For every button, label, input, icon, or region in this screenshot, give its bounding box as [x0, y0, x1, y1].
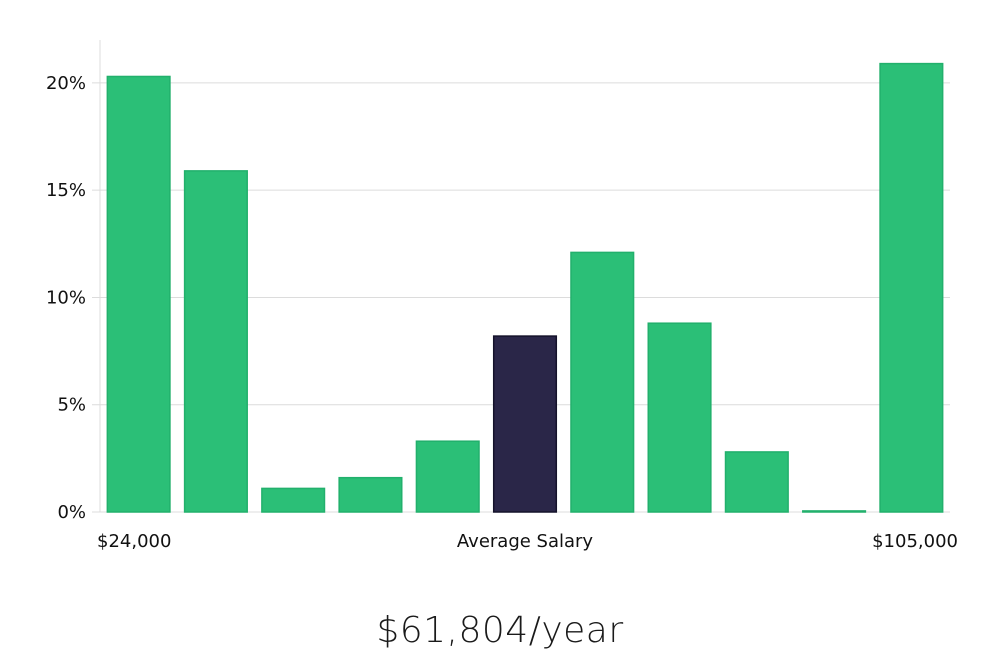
y-tick-labels: 0% 5% 10% 15% 20% — [46, 73, 86, 523]
bar — [647, 322, 712, 513]
y-tick-label: 10% — [46, 287, 86, 308]
bar — [802, 510, 867, 513]
y-tick-label: 15% — [46, 180, 86, 201]
bar — [879, 62, 944, 513]
bar-average — [492, 335, 558, 513]
bar — [724, 451, 789, 513]
y-tick-label: 20% — [46, 73, 86, 94]
y-tick-label: 0% — [57, 502, 86, 523]
bar — [183, 170, 248, 513]
average-salary-amount: $61,804/year — [376, 610, 624, 651]
x-label-average: Average Salary — [457, 531, 594, 552]
bar — [415, 440, 480, 513]
y-tick-label: 5% — [57, 395, 86, 416]
x-label-max: $105,000 — [872, 531, 958, 552]
bar — [570, 251, 635, 513]
bars — [106, 62, 944, 513]
x-label-min: $24,000 — [97, 531, 171, 552]
salary-histogram: 0% 5% 10% 15% 20% $24,000 Average Salary $10… — [46, 40, 958, 552]
bar — [338, 476, 403, 513]
bar — [106, 75, 171, 513]
bar — [261, 487, 326, 513]
